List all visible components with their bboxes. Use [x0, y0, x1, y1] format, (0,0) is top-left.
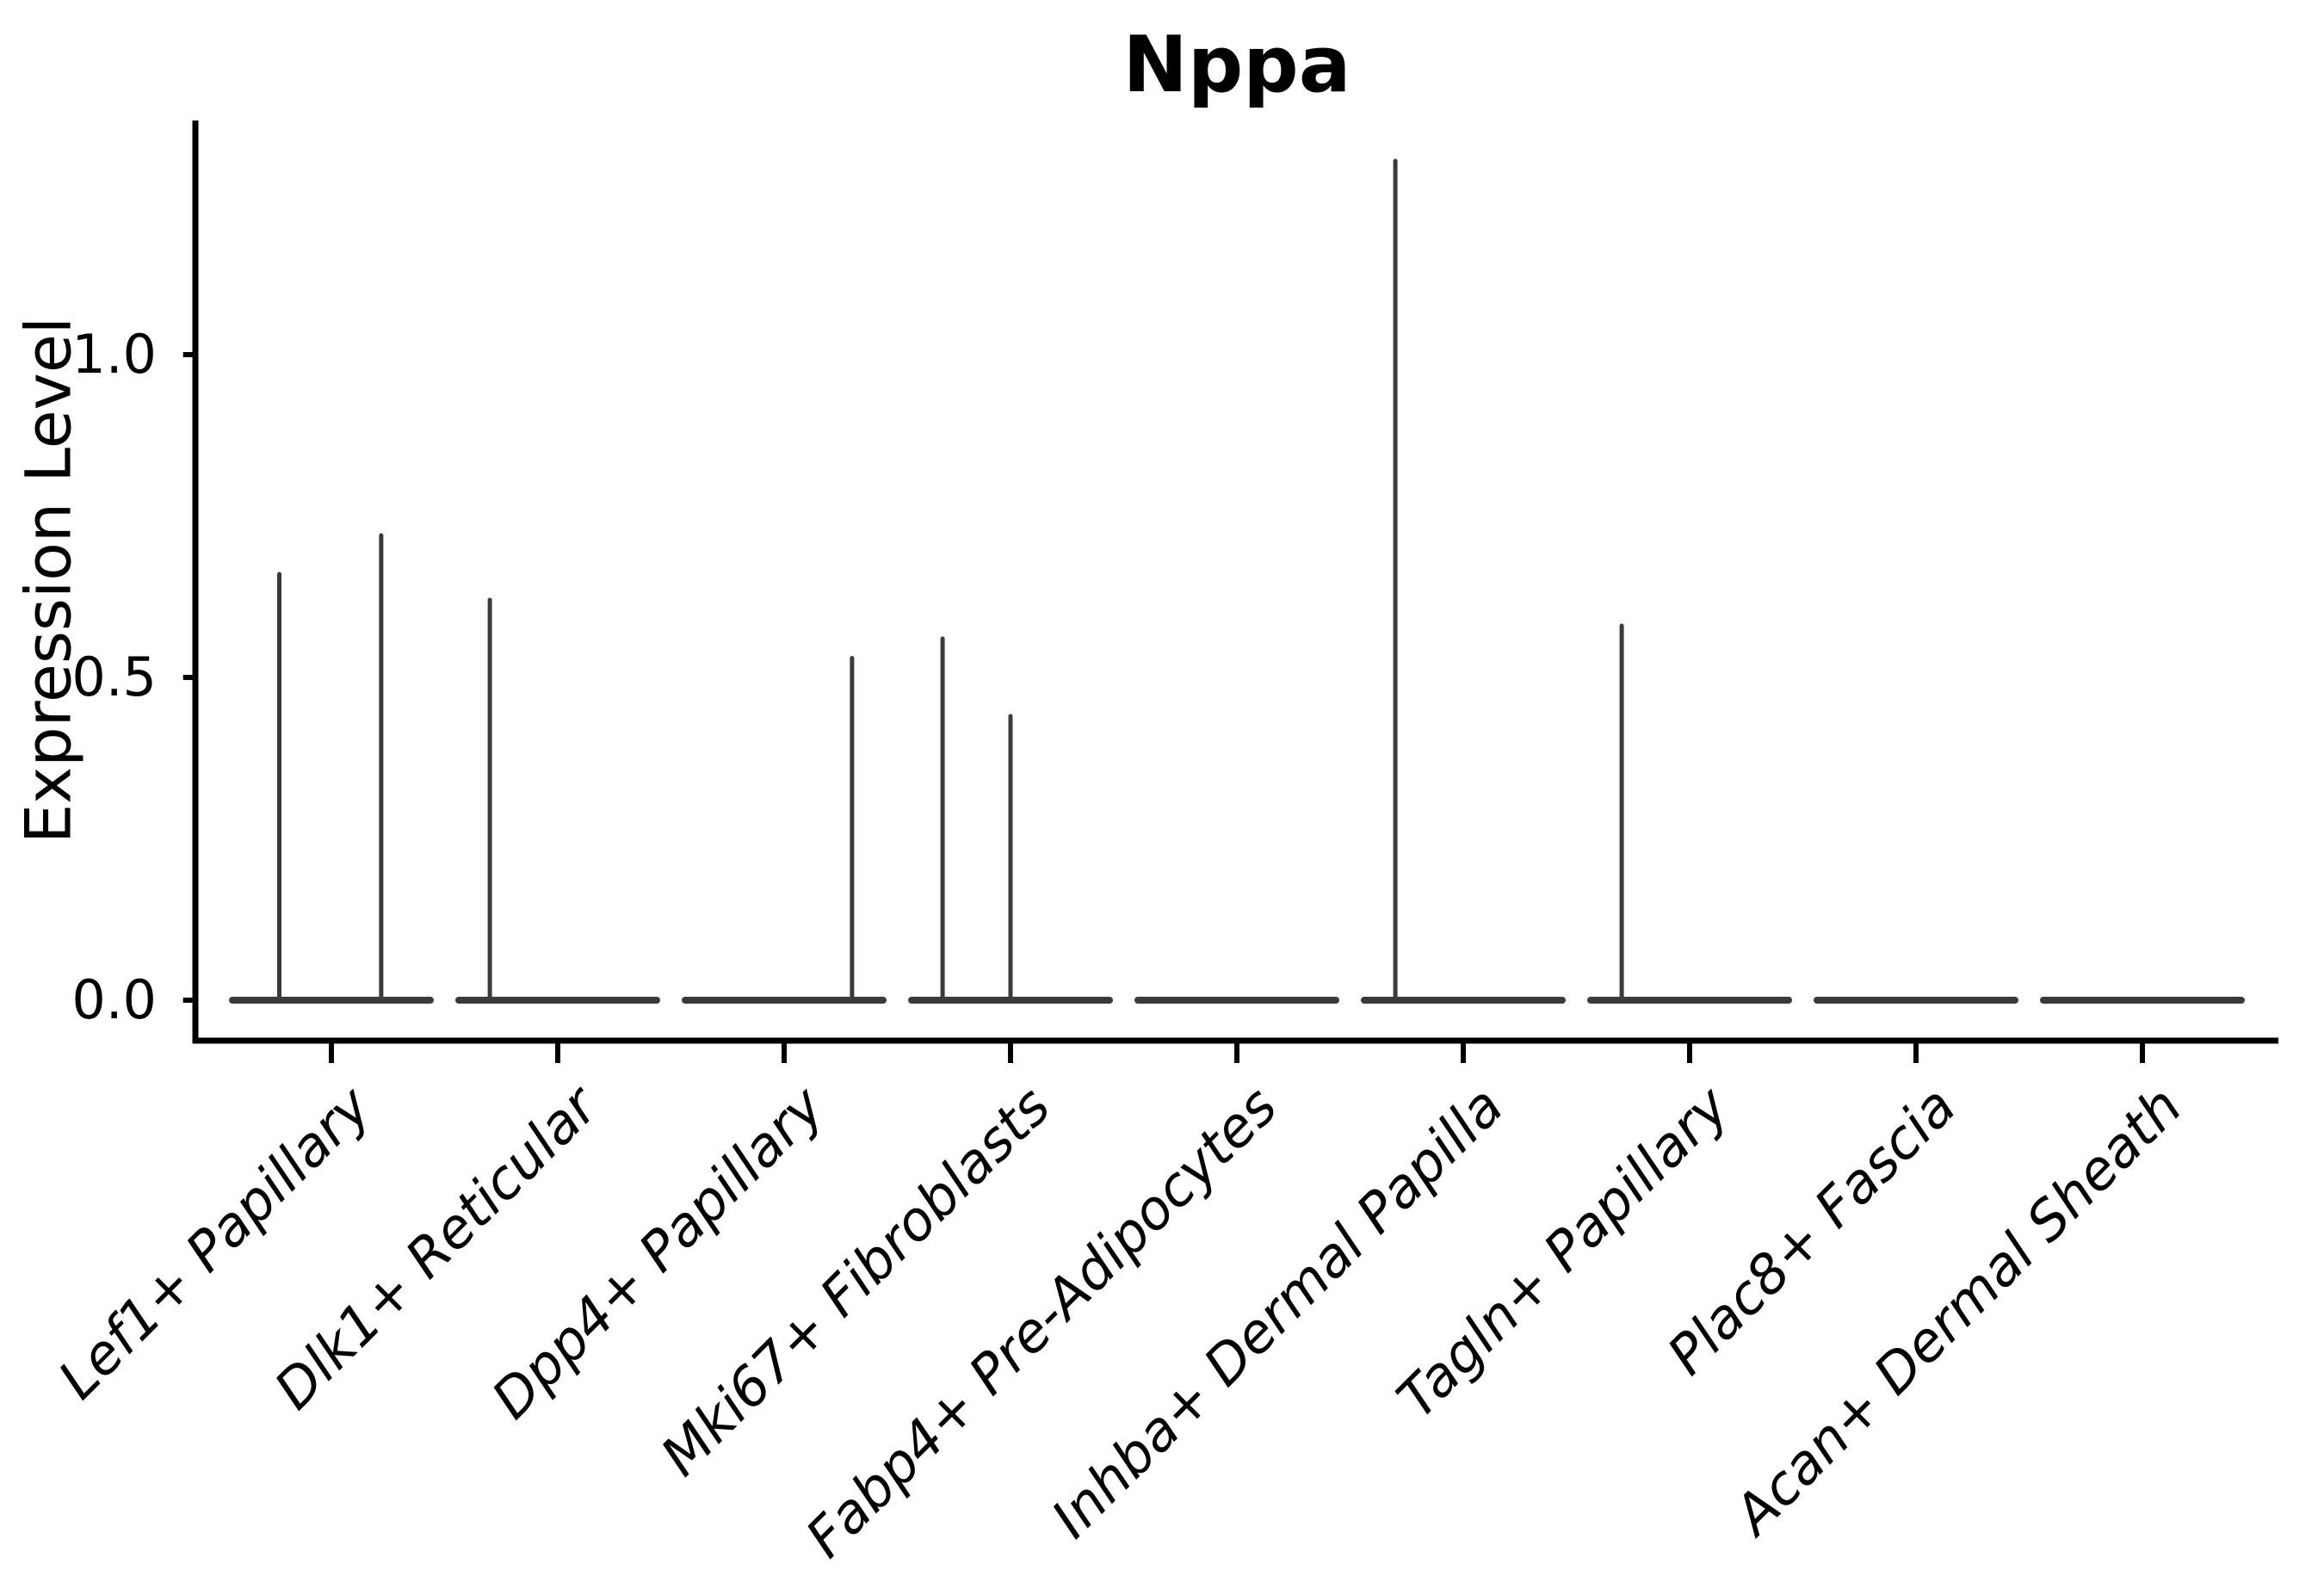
plot-title: Nppa [1122, 20, 1351, 110]
y-axis-label: Expression Level [12, 316, 86, 844]
y-tick-label: 0.5 [71, 646, 157, 708]
y-tick-label: 0.0 [71, 968, 157, 1031]
y-tick-label: 1.0 [71, 323, 157, 386]
